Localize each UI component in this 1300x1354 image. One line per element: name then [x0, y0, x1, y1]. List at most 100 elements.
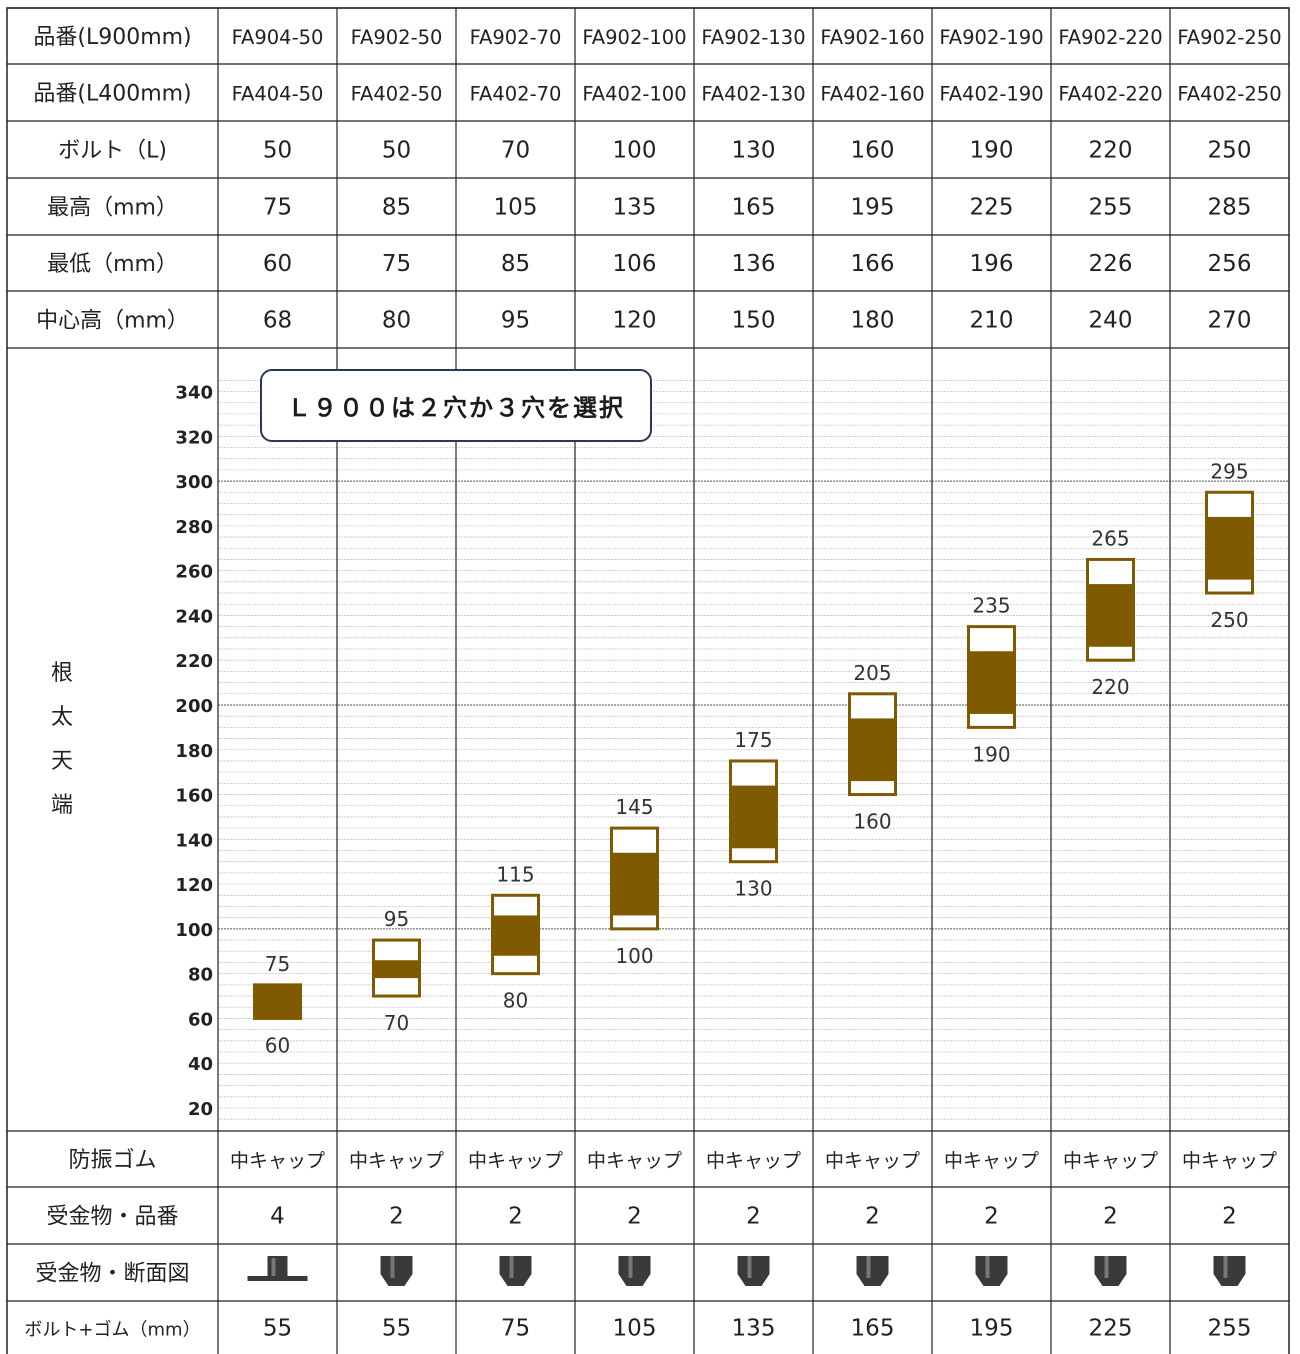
table-cell: 50 — [263, 138, 292, 164]
bracket-body — [1094, 1256, 1127, 1286]
table-cell: FA402-220 — [1058, 83, 1162, 106]
cap-bracket-icon — [380, 1256, 413, 1286]
y-tick-label: 260 — [175, 562, 213, 583]
row-label: 受金物・品番 — [46, 1205, 178, 1230]
row-label: 防振ゴム — [68, 1148, 156, 1173]
table-cell: FA402-250 — [1177, 83, 1281, 106]
range-high-label: 175 — [734, 728, 772, 752]
range-fill — [730, 785, 777, 849]
cap-bracket-icon — [856, 1256, 889, 1286]
row-label: 品番(L400mm) — [33, 82, 191, 107]
table-cell: 225 — [1089, 1316, 1133, 1342]
y-tick-label: 140 — [175, 830, 213, 851]
range-fill — [849, 718, 896, 782]
table-cell: 100 — [613, 138, 657, 164]
y-tick-label: 200 — [175, 696, 213, 717]
table-cell: 2 — [508, 1204, 523, 1230]
bracket-stem — [267, 1256, 288, 1278]
table-cell: 166 — [851, 251, 895, 277]
table-cell: 55 — [263, 1316, 292, 1342]
table-cell: 75 — [263, 195, 292, 221]
table-cell: 120 — [613, 308, 657, 334]
bracket-highlight — [628, 1256, 633, 1278]
y-tick-label: 20 — [188, 1099, 213, 1120]
table-cell: 中キャップ — [468, 1150, 563, 1172]
bracket-body — [856, 1256, 889, 1286]
bracket-highlight — [985, 1256, 990, 1278]
table-cell: 105 — [613, 1316, 657, 1342]
table-cell: 中キャップ — [944, 1150, 1039, 1172]
table-cell: 2 — [746, 1204, 761, 1230]
row-label: 受金物・断面図 — [35, 1262, 189, 1287]
table-cell: 165 — [732, 195, 776, 221]
table-cell: 106 — [613, 251, 657, 277]
cap-bracket-icon — [618, 1256, 651, 1286]
table-cell: 中キャップ — [706, 1150, 801, 1172]
range-fill — [492, 915, 539, 956]
range-low-label: 70 — [384, 1011, 409, 1035]
table-cell: 2 — [1222, 1204, 1237, 1230]
table-cell: 180 — [851, 308, 895, 334]
table-cell: 2 — [389, 1204, 404, 1230]
range-high-label: 205 — [853, 661, 891, 685]
table-cell: 中キャップ — [349, 1150, 444, 1172]
table-cell: FA902-50 — [351, 26, 443, 49]
table-cell: FA902-220 — [1058, 26, 1162, 49]
table-text: 品番(L900mm) FA904-50 FA902-50 FA902-70 FA902-… — [24, 25, 1281, 1342]
table-cell: FA402-100 — [582, 83, 686, 106]
range-high-label: 95 — [384, 907, 409, 931]
cap-bracket-icon — [737, 1256, 770, 1286]
table-cell: 196 — [970, 251, 1014, 277]
table-cell: 135 — [613, 195, 657, 221]
table-cell: 240 — [1089, 308, 1133, 334]
table-cell: 105 — [494, 195, 538, 221]
range-high-label: 265 — [1091, 526, 1129, 550]
row-label: 最高（mm） — [47, 196, 178, 221]
range-fill — [1087, 584, 1134, 647]
range-fill — [373, 960, 420, 979]
row-label: 中心高（mm） — [36, 309, 189, 334]
range-low-label: 160 — [853, 810, 891, 834]
range-high-label: 235 — [972, 594, 1010, 618]
table-cell: 220 — [1089, 138, 1133, 164]
table-cell: FA904-50 — [232, 26, 324, 49]
range-low-label: 80 — [503, 989, 528, 1013]
range-fill — [968, 651, 1015, 714]
y-tick-label: 320 — [175, 427, 213, 448]
table-cell: 85 — [382, 195, 411, 221]
range-high-label: 115 — [496, 862, 534, 886]
row-label: ボルト+ゴム（mm） — [24, 1320, 200, 1341]
table-cell: 75 — [382, 251, 411, 277]
row-label: 最低（mm） — [47, 252, 178, 277]
y-tick-label: 220 — [175, 651, 213, 672]
table-cell: FA402-50 — [351, 83, 443, 106]
table-borders — [6, 7, 1290, 1354]
range-fill — [611, 852, 658, 916]
table-cell: 2 — [984, 1204, 999, 1230]
table-cell: 中キャップ — [230, 1150, 325, 1172]
bracket-body — [737, 1256, 770, 1286]
table-cell: 150 — [732, 308, 776, 334]
table-cell: 250 — [1208, 138, 1252, 164]
bracket-highlight — [1223, 1256, 1228, 1278]
hole-selection-note: Ｌ９００は２穴か３穴を選択 — [260, 369, 652, 442]
table-cell: 80 — [382, 308, 411, 334]
range-fill — [1206, 516, 1253, 580]
table-cell: FA402-160 — [820, 83, 924, 106]
table-cell: 中キャップ — [1182, 1150, 1277, 1172]
cap-bracket-icon — [1094, 1256, 1127, 1286]
table-cell: FA404-50 — [232, 83, 324, 106]
table-cell: 210 — [970, 308, 1014, 334]
table-cell: 190 — [970, 138, 1014, 164]
table-cell: 中キャップ — [825, 1150, 920, 1172]
bracket-body — [975, 1256, 1008, 1286]
row-label: ボルト（L) — [58, 139, 167, 164]
bracket-highlight — [271, 1258, 276, 1276]
table-cell: 85 — [501, 251, 530, 277]
table-cell: 2 — [865, 1204, 880, 1230]
table-cell: 255 — [1208, 1316, 1252, 1342]
range-low-label: 190 — [972, 742, 1010, 766]
bracket-highlight — [390, 1256, 395, 1278]
table-cell: FA402-190 — [939, 83, 1043, 106]
